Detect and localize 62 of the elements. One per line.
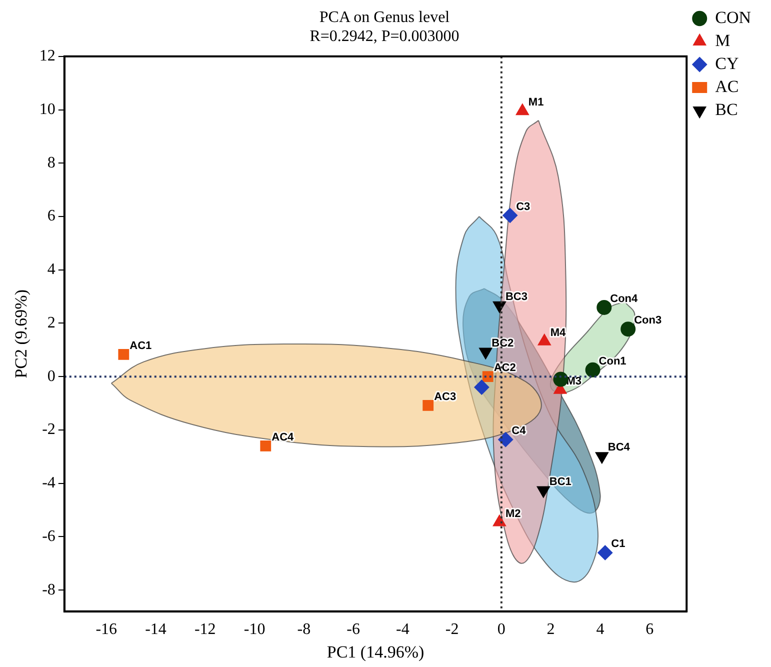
x-tick-label: -4 [396, 621, 410, 638]
legend-label: CON [715, 8, 752, 27]
x-tick-label: -16 [96, 621, 118, 638]
annotation: M1 [528, 96, 544, 109]
y-tick-label: -4 [42, 474, 56, 492]
y-tick-label: 10 [39, 100, 56, 118]
chart-title: PCA on Genus level [319, 8, 450, 26]
y-tick-label: -8 [42, 581, 56, 598]
point [482, 371, 494, 382]
annotation: BC2 [492, 337, 514, 350]
x-tick-label: -8 [297, 621, 311, 638]
annotation: M2 [505, 508, 521, 520]
x-tick-label: 2 [546, 621, 555, 638]
point [553, 372, 568, 387]
point [498, 432, 514, 448]
point [536, 486, 550, 498]
y-tick-label: 0 [47, 368, 56, 385]
x-axis-title: PC1 (14.96%) [326, 642, 424, 662]
point [620, 322, 636, 337]
annotation: C3 [516, 200, 530, 213]
y-tick-label: 6 [47, 208, 56, 225]
annotation: BC4 [608, 442, 631, 454]
annotation: M4 [550, 326, 567, 339]
legend-label: BC [715, 100, 738, 119]
x-tick-label: -14 [145, 621, 166, 638]
x-tick-label: 4 [596, 621, 604, 638]
point [598, 545, 613, 560]
annotation: BC3 [505, 290, 528, 303]
x-tick-label: -6 [346, 621, 360, 638]
y-tick-label: -2 [42, 421, 56, 438]
annotation: AC4 [272, 432, 295, 444]
annotation: C1 [611, 538, 626, 550]
point [118, 348, 130, 360]
chart-subtitle: R=0.2942, P=0.003000 [310, 28, 460, 46]
x-tick-label: -12 [194, 621, 216, 638]
point [585, 362, 600, 378]
point [596, 300, 612, 315]
annotation: AC1 [130, 340, 152, 352]
x-tick-label: -10 [244, 621, 266, 638]
x-tick-label: 6 [646, 621, 654, 638]
annotation: C4 [512, 425, 527, 438]
point [260, 440, 272, 452]
point [516, 104, 529, 116]
point [502, 208, 518, 223]
y-tick-label: 12 [39, 48, 56, 65]
annotation: Con3 [634, 314, 662, 327]
y-axis-title: PC2 (9.69%) [12, 290, 31, 378]
legend-label: CY [715, 54, 739, 73]
x-tick-label: 0 [497, 621, 506, 638]
y-tick-label: 2 [47, 314, 56, 332]
annotation: AC3 [434, 390, 456, 403]
y-tick-label: 8 [47, 154, 56, 172]
legend-label: AC [715, 76, 739, 96]
y-tick-label: 4 [47, 261, 56, 278]
x-tick-label: -2 [445, 621, 459, 638]
legend-label: M [715, 30, 730, 50]
point [474, 380, 490, 395]
point [422, 400, 434, 411]
annotation: AC2 [494, 362, 516, 374]
annotation: Con4 [610, 293, 639, 306]
y-tick-label: -6 [42, 528, 56, 545]
annotation: BC1 [549, 476, 572, 488]
